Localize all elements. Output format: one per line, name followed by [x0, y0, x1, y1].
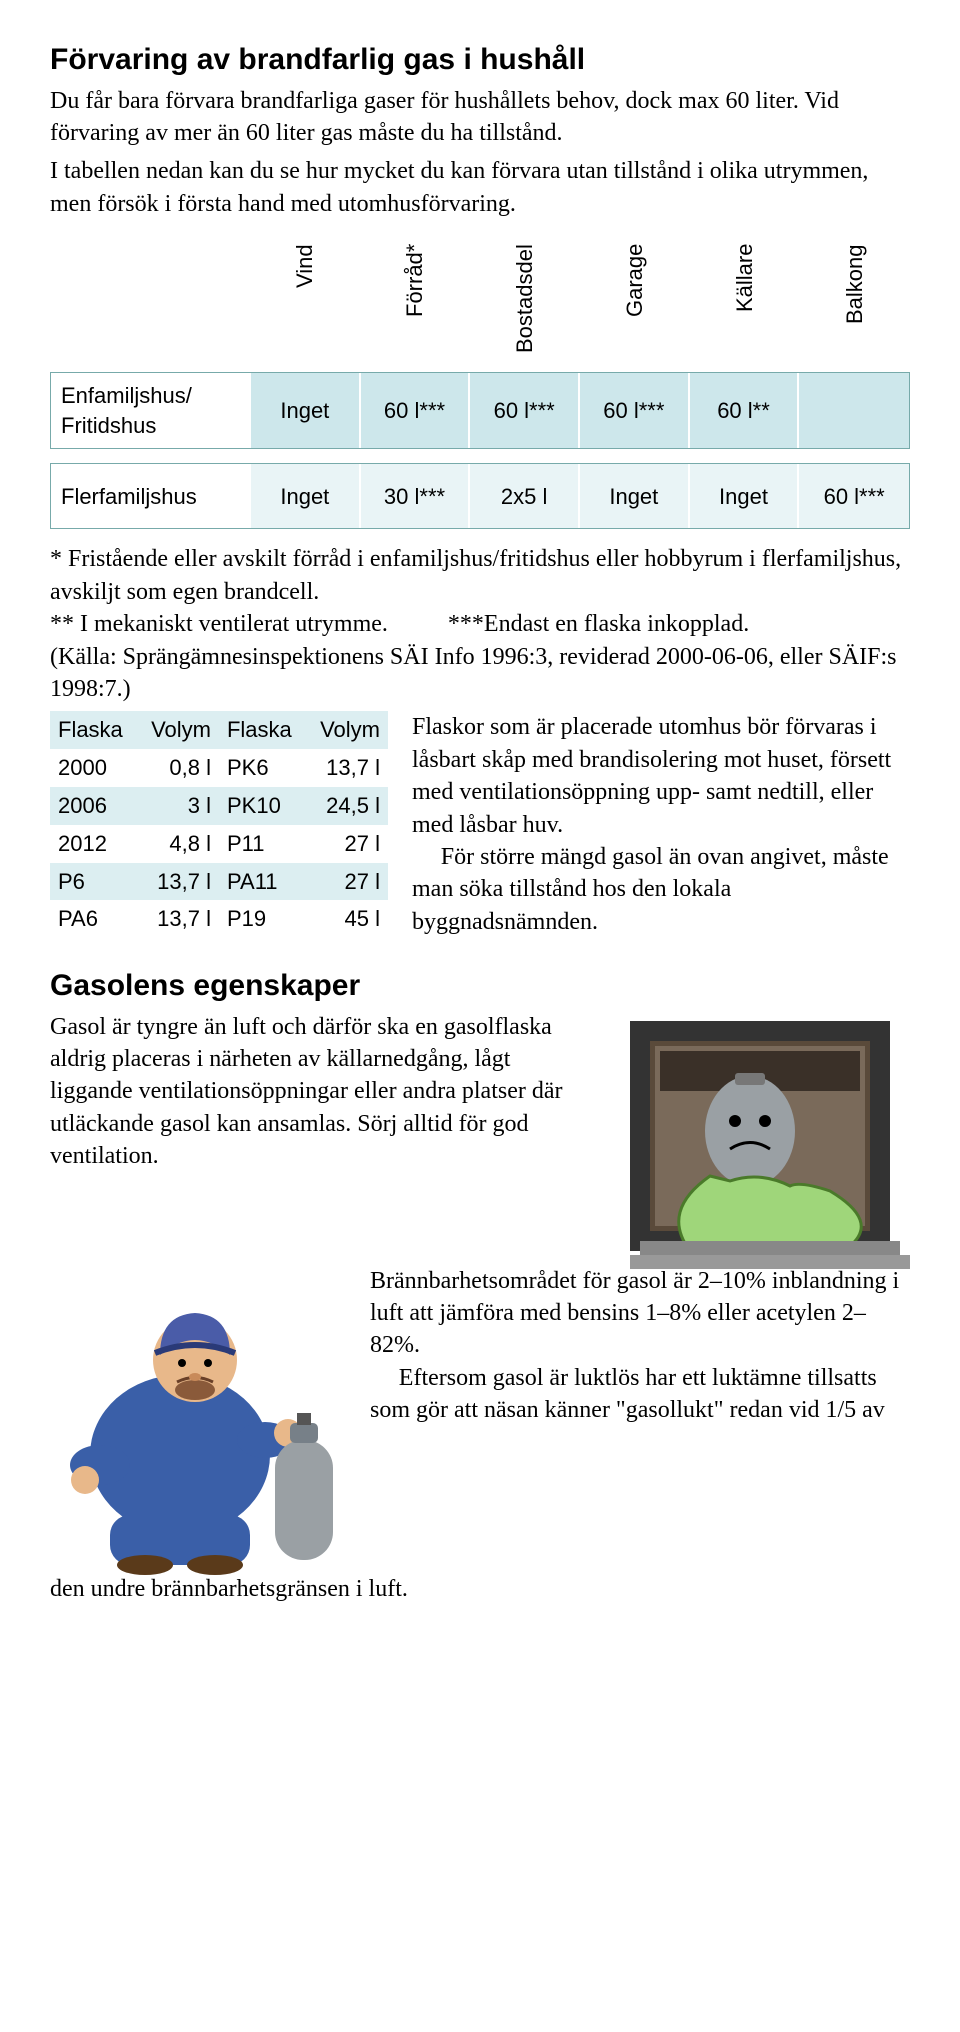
- flaska-table: Flaska Volym Flaska Volym 20000,8 l PK61…: [50, 711, 388, 938]
- cell: 60 l***: [470, 373, 580, 448]
- footnotes: * Fristående eller avskilt förråd i enfa…: [50, 543, 910, 705]
- cell: 60 l***: [361, 373, 471, 448]
- col-header: Förråd*: [360, 238, 470, 368]
- cell: 60 l***: [580, 373, 690, 448]
- cell: 2x5 l: [470, 464, 580, 528]
- table-row: Flerfamiljshus Inget 30 l*** 2x5 l Inget…: [50, 463, 910, 529]
- table-row: Flaska Volym Flaska Volym: [50, 711, 388, 749]
- table-row: PA613,7 l P1945 l: [50, 900, 388, 938]
- cell: Inget: [251, 464, 361, 528]
- col-header: Bostadsdel: [470, 238, 580, 368]
- storage-table: Vind Förråd* Bostadsdel Garage Källare B…: [50, 238, 910, 529]
- footnote: (Källa: Sprängämnesinspektionens SÄI Inf…: [50, 641, 910, 706]
- row-label: Enfamiljshus/ Fritidshus: [51, 373, 251, 448]
- cell: [799, 373, 909, 448]
- table-row: 20063 l PK1024,5 l: [50, 787, 388, 825]
- properties-para-1: Gasol är tyngre än luft och därför ska e…: [50, 1011, 590, 1173]
- cellar-leak-illustration: [600, 1011, 910, 1271]
- cell: 60 l***: [799, 464, 909, 528]
- cell: Inget: [251, 373, 361, 448]
- footnote: * Fristående eller avskilt förråd i enfa…: [50, 543, 910, 608]
- heading-storage: Förvaring av brandfarlig gas i hushåll: [50, 40, 910, 81]
- properties-para-4: den undre brännbarhetsgränsen i luft.: [50, 1573, 910, 1605]
- col-header: Källare: [690, 238, 800, 368]
- intro-para-1: Du får bara förvara brandfarliga gaser f…: [50, 85, 910, 150]
- table-row: Enfamiljshus/ Fritidshus Inget 60 l*** 6…: [50, 372, 910, 449]
- table-row: 20000,8 l PK613,7 l: [50, 749, 388, 787]
- cell: 60 l**: [690, 373, 800, 448]
- cell: Inget: [580, 464, 690, 528]
- properties-para-2: Brännbarhetsområdet för gasol är 2–10% i…: [370, 1265, 910, 1362]
- cell: 30 l***: [361, 464, 471, 528]
- worker-illustration: [50, 1265, 360, 1575]
- col-header: Vind: [250, 238, 360, 368]
- row-label: Flerfamiljshus: [51, 464, 251, 528]
- flaska-text: Flaskor som är placerade utomhus bör för…: [412, 711, 910, 938]
- properties-para-3: Eftersom gasol är luktlös har ett luktäm…: [370, 1362, 910, 1427]
- table-row: P613,7 l PA1127 l: [50, 863, 388, 901]
- heading-properties: Gasolens egenskaper: [50, 966, 910, 1007]
- intro-para-2: I tabellen nedan kan du se hur mycket du…: [50, 155, 910, 220]
- col-header: Balkong: [800, 238, 910, 368]
- footnote: ** I mekaniskt ventilerat utrymme. ***En…: [50, 608, 910, 640]
- col-header: Garage: [580, 238, 690, 368]
- cell: Inget: [690, 464, 800, 528]
- table-row: 20124,8 l P1127 l: [50, 825, 388, 863]
